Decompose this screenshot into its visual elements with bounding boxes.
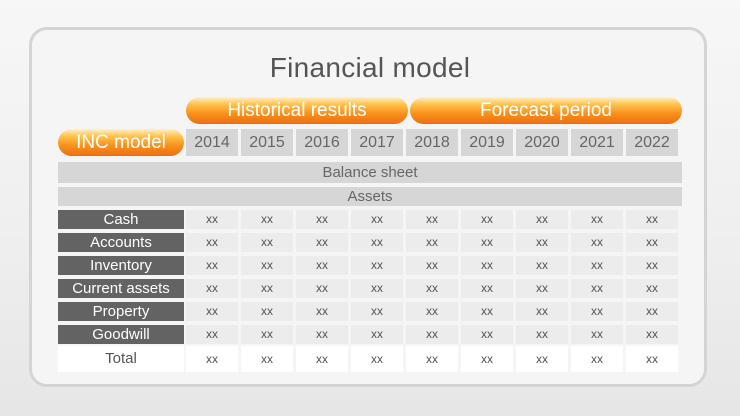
table-cell: xx [351,210,403,229]
table-cell: xx [406,325,458,344]
table-cell: xx [461,325,513,344]
table-cell: xx [626,302,678,321]
year-2018: 2018 [406,129,458,156]
table-cell: xx [351,279,403,298]
table-cell: xx [571,325,623,344]
table-cell: xx [626,233,678,252]
page-title: Financial model [269,52,471,83]
year-2015: 2015 [241,129,293,156]
table-cell: xx [241,325,293,344]
year-2019: 2019 [461,129,513,156]
table-cell: xx [241,233,293,252]
year-2017: 2017 [351,129,403,156]
table-cell: xx [626,325,678,344]
table-cell: xx [571,210,623,229]
table-cell: xx [461,210,513,229]
table-cell: xx [461,302,513,321]
table-cell: xx [406,279,458,298]
table-cell: xx [186,279,238,298]
row-label: Inventory [58,256,184,275]
total-row-label: Total [58,346,184,372]
table-cell: xx [186,302,238,321]
row-label: Goodwill [58,325,184,344]
total-cell: xx [406,346,458,372]
total-cell: xx [241,346,293,372]
row-label: Property [58,302,184,321]
row-label: Accounts [58,233,184,252]
table-cell: xx [296,256,348,275]
table-cell: xx [516,233,568,252]
balance-sheet-header: Balance sheet [58,162,682,183]
year-2014: 2014 [186,129,238,156]
total-cell: xx [351,346,403,372]
table-cell: xx [571,302,623,321]
table-cell: xx [296,210,348,229]
table-cell: xx [461,233,513,252]
table-cell: xx [186,210,238,229]
table-cell: xx [186,233,238,252]
total-cell: xx [186,346,238,372]
year-2022: 2022 [626,129,678,156]
table-cell: xx [351,233,403,252]
table-cell: xx [516,302,568,321]
table-cell: xx [516,256,568,275]
total-cell: xx [296,346,348,372]
table-cell: xx [571,256,623,275]
table-cell: xx [571,233,623,252]
table-cell: xx [296,302,348,321]
table-cell: xx [186,325,238,344]
table-cell: xx [241,302,293,321]
forecast-period-header: Forecast period [410,97,682,124]
row-label: Current assets [58,279,184,298]
table-cell: xx [296,325,348,344]
year-2016: 2016 [296,129,348,156]
total-cell: xx [461,346,513,372]
table-cell: xx [461,256,513,275]
table-cell: xx [186,256,238,275]
table-cell: xx [351,325,403,344]
table-cell: xx [626,279,678,298]
table-cell: xx [516,325,568,344]
total-cell: xx [516,346,568,372]
table-cell: xx [351,302,403,321]
table-cell: xx [406,210,458,229]
table-cell: xx [571,279,623,298]
row-label: Cash [58,210,184,229]
table-cell: xx [296,233,348,252]
model-label: INC model [58,129,184,156]
table-cell: xx [351,256,403,275]
table-cell: xx [296,279,348,298]
year-2021: 2021 [571,129,623,156]
assets-header: Assets [58,187,682,206]
table-cell: xx [241,256,293,275]
table-cell: xx [241,279,293,298]
table-cell: xx [516,210,568,229]
table-cell: xx [406,302,458,321]
table-cell: xx [461,279,513,298]
historical-results-header: Historical results [186,97,408,124]
table-cell: xx [406,233,458,252]
total-cell: xx [626,346,678,372]
table-cell: xx [241,210,293,229]
year-2020: 2020 [516,129,568,156]
table-cell: xx [626,256,678,275]
table-cell: xx [406,256,458,275]
table-cell: xx [626,210,678,229]
table-cell: xx [516,279,568,298]
total-cell: xx [571,346,623,372]
